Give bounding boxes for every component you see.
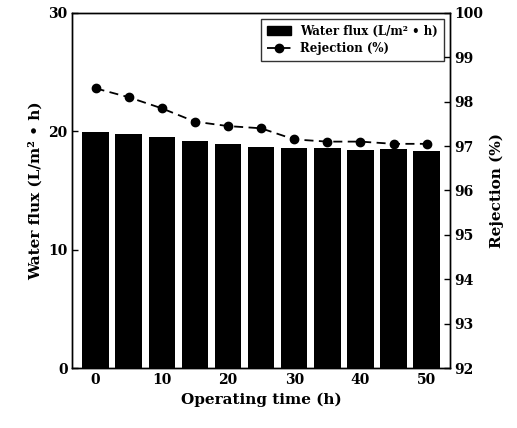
Bar: [314, 148, 341, 368]
Bar: [181, 141, 208, 368]
Bar: [414, 152, 440, 368]
X-axis label: Operating time (h): Operating time (h): [181, 392, 341, 407]
Bar: [148, 137, 175, 368]
Y-axis label: Water flux (L/m² • h): Water flux (L/m² • h): [28, 101, 42, 280]
Bar: [82, 132, 109, 368]
Bar: [215, 144, 241, 368]
Bar: [248, 147, 275, 368]
Bar: [281, 148, 308, 368]
Bar: [347, 150, 374, 368]
Y-axis label: Rejection (%): Rejection (%): [489, 133, 504, 248]
Bar: [381, 149, 407, 368]
Bar: [115, 134, 142, 368]
Legend: Water flux (L/m² • h), Rejection (%): Water flux (L/m² • h), Rejection (%): [261, 19, 444, 61]
